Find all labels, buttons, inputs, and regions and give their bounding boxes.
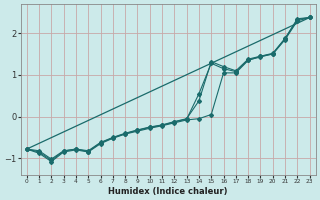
X-axis label: Humidex (Indice chaleur): Humidex (Indice chaleur) <box>108 187 228 196</box>
